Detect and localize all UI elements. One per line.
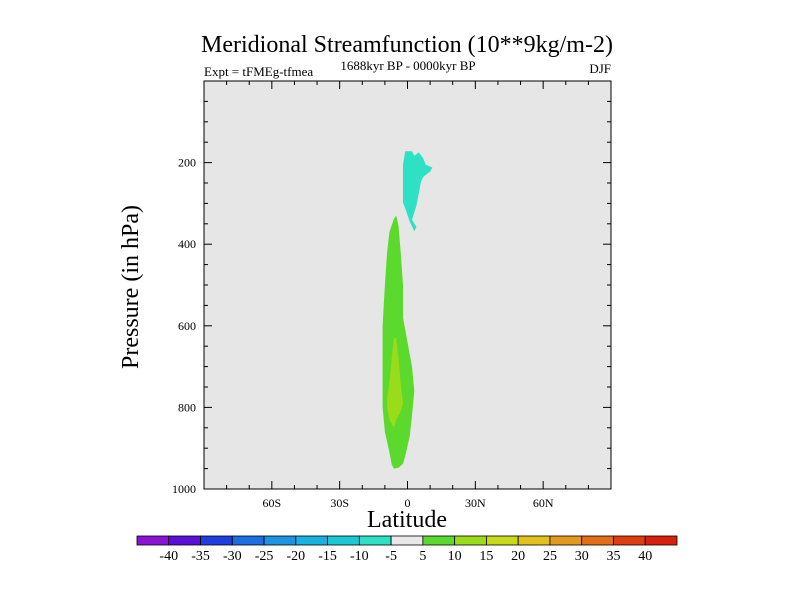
colorbar-label: -15 (318, 549, 337, 564)
colorbar-swatch (390, 535, 424, 546)
colorbar: -40 -35 -30 -25 -20 -15 -10 -5 5 10 15 20 25 30 35 40 (136, 535, 678, 564)
colorbar-label: -10 (350, 549, 369, 564)
experiment-label: Expt = tFMEg-tfmea (204, 64, 313, 79)
colorbar-label: 40 (638, 549, 652, 564)
colorbar-label: -20 (286, 549, 305, 564)
x-tick-label: 0 (405, 496, 411, 510)
contour-region-negative-cell-upper (403, 151, 433, 232)
axis-ticks: 60S 30S 0 30N 60N 200 400 600 800 1000 (172, 81, 611, 510)
colorbar-swatch (613, 535, 646, 546)
colorbar-swatch (581, 535, 614, 546)
season-label: DJF (589, 61, 611, 76)
colorbar-label: -35 (191, 549, 210, 564)
chart-title: Meridional Streamfunction (10**9kg/m-2) (201, 32, 613, 58)
colorbar-label: 25 (543, 549, 557, 564)
x-tick-label: 30N (465, 496, 486, 510)
colorbar-label: -25 (255, 549, 274, 564)
colorbar-swatch (168, 535, 201, 546)
colorbar-swatch (549, 535, 583, 546)
contour-regions (382, 151, 433, 469)
colorbar-swatch (517, 535, 551, 546)
y-tick-label: 200 (178, 156, 196, 170)
colorbar-label: 15 (479, 549, 493, 564)
colorbar-swatch (263, 535, 297, 546)
colorbar-swatch (231, 535, 265, 546)
x-tick-label: 30S (330, 496, 349, 510)
colorbar-label: -40 (159, 549, 178, 564)
y-tick-label: 800 (178, 400, 196, 414)
y-tick-label: 400 (178, 237, 196, 251)
colorbar-label: 10 (448, 549, 462, 564)
y-axis-label: Pressure (in hPa) (118, 205, 144, 369)
colorbar-swatch (295, 535, 328, 546)
colorbar-swatch (327, 535, 360, 546)
colorbar-label: 5 (419, 549, 426, 564)
contour-region-positive-cell-inner (387, 338, 403, 428)
colorbar-swatch (454, 535, 487, 546)
colorbar-label: 35 (606, 549, 620, 564)
period-label: 1688kyr BP - 0000kyr BP (340, 58, 475, 73)
y-tick-label: 1000 (172, 482, 196, 496)
colorbar-label: 30 (575, 549, 589, 564)
colorbar-swatch (644, 535, 678, 546)
colorbar-swatch (358, 535, 392, 546)
x-tick-label: 60S (262, 496, 281, 510)
colorbar-swatch (422, 535, 456, 546)
colorbar-swatch (200, 535, 233, 546)
colorbar-swatch (136, 535, 170, 546)
x-tick-label: 60N (533, 496, 554, 510)
y-tick-label: 600 (178, 319, 196, 333)
colorbar-swatch (486, 535, 519, 546)
colorbar-label: 20 (511, 549, 525, 564)
x-axis-label: Latitude (367, 507, 447, 533)
colorbar-label: -30 (223, 549, 242, 564)
colorbar-label: -5 (385, 549, 397, 564)
